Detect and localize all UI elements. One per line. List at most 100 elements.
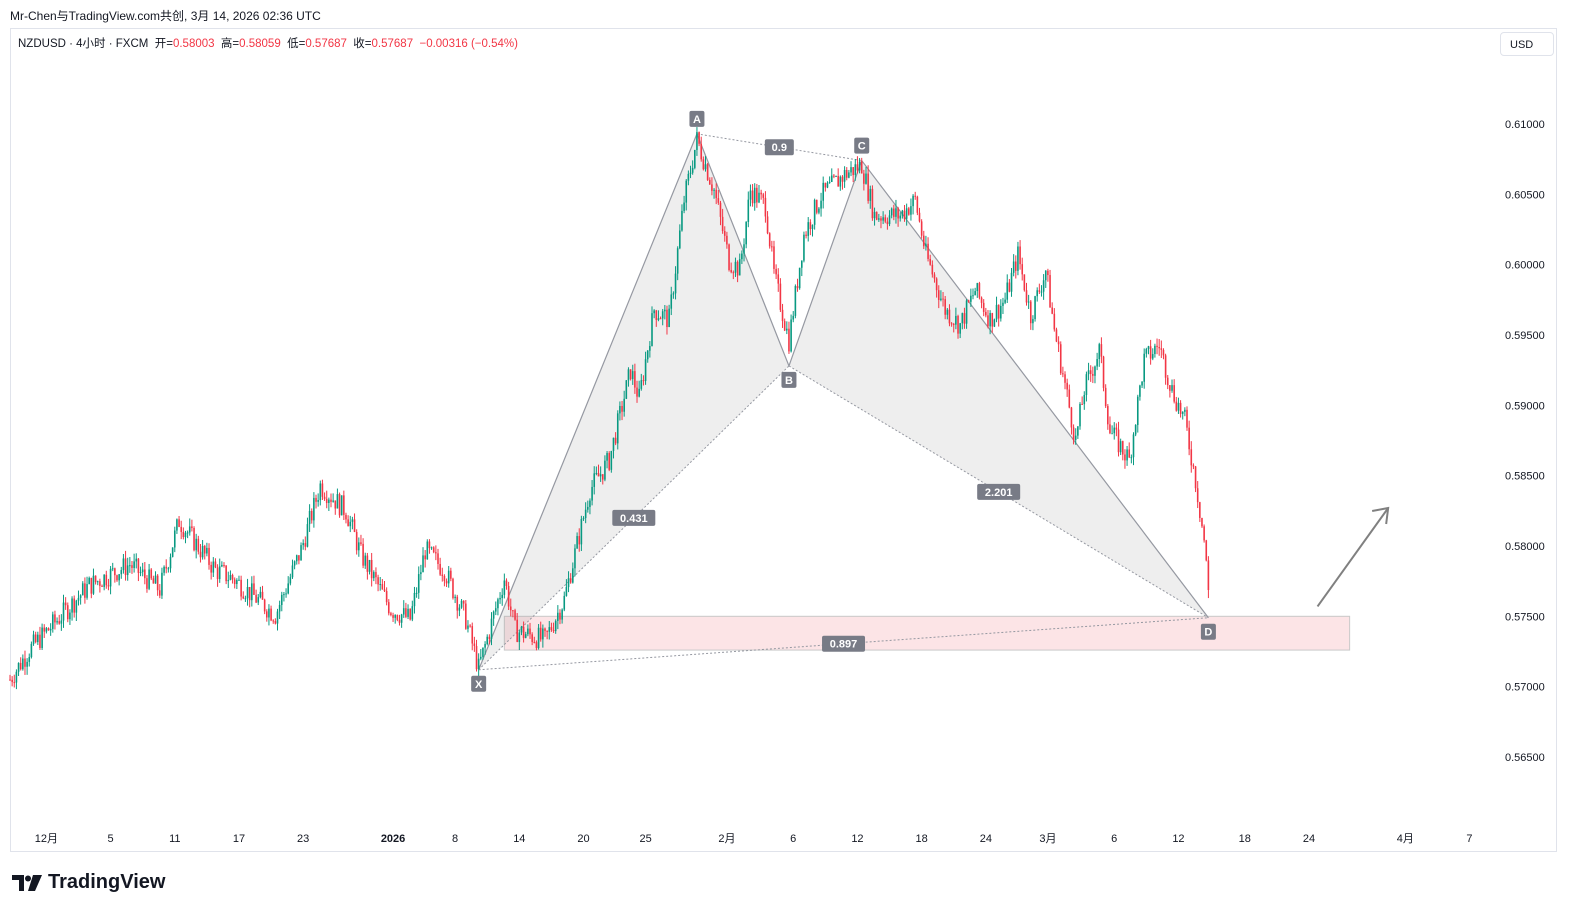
candle-body (955, 315, 957, 325)
candle-body (473, 643, 476, 647)
x-tick-label: 17 (233, 833, 245, 845)
candle (176, 518, 178, 534)
tradingview-logo: TradingView (12, 871, 165, 894)
candle-body (991, 313, 994, 327)
candle-body (471, 626, 474, 644)
candle (1085, 371, 1088, 402)
candle-body (796, 286, 799, 289)
candle-body (1190, 449, 1193, 466)
candle-body (47, 628, 50, 631)
candle-body (899, 215, 902, 219)
candle-body (916, 196, 919, 213)
candle (514, 608, 516, 621)
candle-body (503, 580, 506, 595)
candle-body (1173, 385, 1175, 402)
candle (105, 570, 108, 589)
candle-body (668, 308, 670, 328)
candle-body (432, 547, 435, 553)
candle-body (360, 542, 362, 544)
candle-body (328, 499, 330, 503)
candle (1158, 339, 1160, 356)
candle (589, 498, 591, 515)
candle (317, 493, 319, 507)
candle (535, 640, 538, 651)
candle (236, 578, 238, 589)
candle-body (659, 318, 662, 320)
candle-body (997, 304, 1000, 319)
candle-body (572, 568, 574, 583)
candle (854, 158, 857, 181)
candle (116, 574, 118, 582)
candle (244, 595, 247, 602)
candle-body (567, 578, 570, 588)
candle (402, 600, 405, 618)
candle (103, 574, 105, 591)
candle-body (323, 496, 326, 499)
candle (952, 322, 955, 333)
candle (150, 568, 153, 581)
candle-body (58, 621, 61, 624)
candle (1192, 463, 1195, 470)
candle (933, 272, 936, 283)
candle (1096, 352, 1098, 371)
candle-body (1139, 385, 1141, 397)
change-value: −0.00316 (−0.54%) (419, 38, 518, 50)
pattern-leg (696, 133, 790, 367)
candle (81, 581, 84, 596)
candle-body (116, 575, 118, 581)
candle-body (263, 599, 266, 612)
candle (94, 575, 97, 585)
candle-body (26, 661, 28, 667)
candle (1181, 411, 1184, 420)
brand-name: TradingView (48, 871, 166, 893)
candle (1006, 274, 1009, 303)
candle (15, 669, 18, 690)
candle (527, 624, 529, 637)
symbol-info[interactable]: NZDUSD · 4小时 · FXCM (18, 38, 149, 50)
candle (298, 555, 300, 565)
candle-body (826, 182, 829, 188)
candle-body (246, 587, 249, 599)
candle-body (62, 602, 65, 621)
candle-body (657, 318, 660, 320)
candle-body (148, 569, 150, 589)
candle (627, 367, 630, 387)
candle (334, 500, 337, 515)
candle-body (79, 595, 82, 598)
candle-body (738, 259, 741, 276)
candle (794, 284, 797, 319)
candle (321, 479, 324, 501)
candle (79, 594, 82, 605)
candle-body (259, 591, 262, 598)
candle-body (347, 519, 349, 527)
candle (43, 624, 46, 638)
candle (807, 217, 810, 242)
candle (73, 595, 75, 618)
candle-body (437, 553, 439, 564)
candle-body (578, 536, 581, 545)
candle-body (1130, 457, 1133, 459)
candle (863, 169, 865, 191)
candle-body (1019, 246, 1021, 265)
candle-body (60, 620, 63, 624)
candle (347, 515, 349, 527)
candle (1207, 556, 1210, 599)
candle (1036, 287, 1038, 302)
candle (1147, 345, 1150, 355)
candle-body (334, 500, 337, 509)
candle-body (101, 585, 103, 587)
candle (1032, 315, 1034, 331)
candle (841, 175, 844, 190)
candle (263, 598, 266, 615)
candle (1107, 404, 1109, 430)
candle-body (815, 199, 818, 213)
candle (126, 557, 129, 581)
candle (223, 562, 225, 568)
candle (84, 577, 86, 604)
candle (991, 312, 994, 333)
candle-body (824, 182, 827, 188)
candle-body (704, 164, 707, 170)
candle-body (820, 200, 822, 209)
currency-button[interactable]: USD (1500, 32, 1554, 56)
